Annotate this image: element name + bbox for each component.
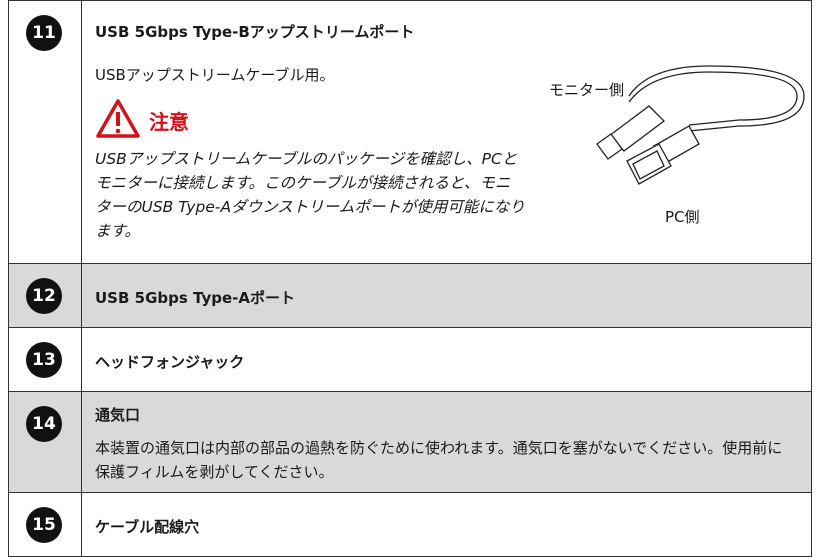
badge: 14 [26, 406, 62, 442]
row: 15 ケーブル配線穴 [8, 492, 812, 557]
number-cell: 12 [9, 264, 82, 327]
badge: 12 [26, 278, 62, 314]
monitor-label: モニター側 [549, 81, 625, 99]
number-cell: 15 [9, 493, 82, 556]
title: 通気口 [95, 406, 141, 424]
row: 13 ヘッドフォンジャック [8, 327, 812, 392]
description: 本装置の通気口は内部の部品の過熱を防ぐために使われます。通気口を塞がないでくださ… [95, 439, 783, 481]
number-cell: 14 [9, 392, 82, 492]
title: USB 5Gbps Type-Bアップストリームポート [95, 23, 415, 41]
number-cell: 11 [9, 1, 82, 263]
caution-text: USBアップストリームケーブルのパッケージを確認し、PCとモニターに接続します。… [95, 150, 525, 240]
caution-heading: 注意 [149, 110, 189, 134]
caution-icon [96, 99, 140, 138]
row: 11 USB 5Gbps Type-Bアップストリームポート USBアップストリ… [8, 0, 812, 264]
title: USB 5Gbps Type-Aポート [95, 289, 295, 307]
badge: 11 [26, 15, 62, 51]
title: ヘッドフォンジャック [95, 353, 245, 371]
cable-figure [596, 65, 805, 185]
row: 12 USB 5Gbps Type-Aポート [8, 263, 812, 328]
row: 14 通気口 本装置の通気口は内部の部品の過熱を防ぐために使われます。通気口を塞… [8, 391, 812, 493]
description: USBアップストリームケーブル用。 [95, 66, 335, 84]
badge: 13 [26, 342, 62, 378]
number-cell: 13 [9, 328, 82, 391]
title: ケーブル配線穴 [95, 518, 200, 536]
pc-label: PC側 [665, 208, 700, 226]
badge: 15 [26, 507, 62, 543]
